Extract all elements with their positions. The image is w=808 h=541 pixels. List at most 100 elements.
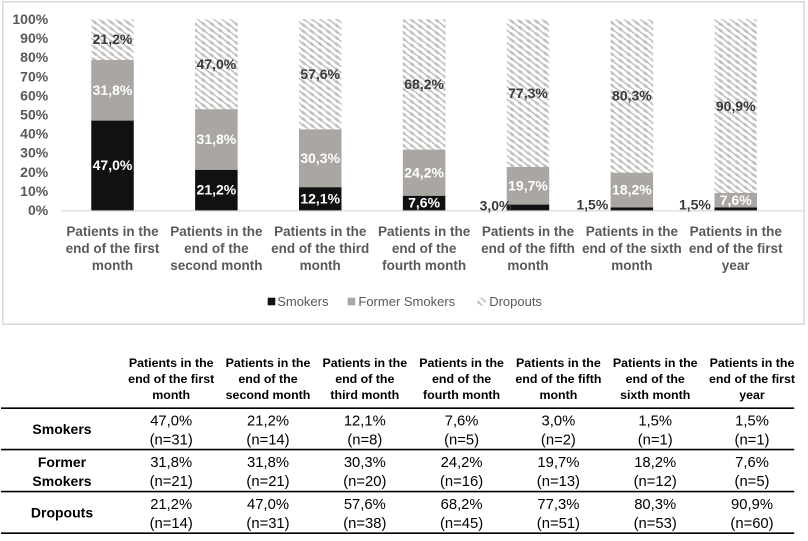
svg-text:68,2%: 68,2% xyxy=(441,497,483,513)
svg-text:47,0%: 47,0% xyxy=(150,413,192,429)
svg-text:(n=53): (n=53) xyxy=(634,516,677,532)
svg-text:end of the: end of the xyxy=(238,372,297,386)
svg-text:end of the sixth: end of the sixth xyxy=(582,241,682,256)
svg-text:second month: second month xyxy=(226,388,311,402)
svg-text:12,1%: 12,1% xyxy=(344,413,386,429)
svg-text:31,8%: 31,8% xyxy=(93,82,133,98)
svg-text:Patients in the: Patients in the xyxy=(482,224,575,239)
svg-text:(n=13): (n=13) xyxy=(537,474,580,490)
svg-text:end of the third: end of the third xyxy=(271,241,369,256)
svg-text:month: month xyxy=(611,258,652,273)
svg-text:7,6%: 7,6% xyxy=(445,413,479,429)
svg-text:24,2%: 24,2% xyxy=(404,164,444,180)
svg-text:month: month xyxy=(300,258,341,273)
svg-text:Smokers: Smokers xyxy=(32,473,91,489)
svg-text:30,3%: 30,3% xyxy=(300,150,340,166)
svg-text:30%: 30% xyxy=(20,145,49,161)
svg-text:1,5%: 1,5% xyxy=(735,413,769,429)
svg-text:Smokers: Smokers xyxy=(277,294,329,309)
svg-text:month: month xyxy=(152,388,190,402)
svg-text:Smokers: Smokers xyxy=(32,421,91,437)
svg-text:end of the first: end of the first xyxy=(66,241,160,256)
svg-text:end of the: end of the xyxy=(184,241,249,256)
svg-text:60%: 60% xyxy=(20,87,49,103)
svg-text:Dropouts: Dropouts xyxy=(31,504,93,520)
svg-text:Patients in the: Patients in the xyxy=(322,356,407,370)
svg-text:100%: 100% xyxy=(12,11,48,27)
svg-text:(n=20): (n=20) xyxy=(343,474,386,490)
svg-text:(n=14): (n=14) xyxy=(246,433,289,449)
svg-text:end of the: end of the xyxy=(626,372,685,386)
svg-text:77,3%: 77,3% xyxy=(537,497,579,513)
svg-text:19,7%: 19,7% xyxy=(508,177,548,193)
svg-text:Patients in the: Patients in the xyxy=(129,356,214,370)
svg-text:Patients in the: Patients in the xyxy=(419,356,504,370)
svg-text:21,2%: 21,2% xyxy=(247,413,289,429)
svg-text:Patients in the: Patients in the xyxy=(274,224,367,239)
svg-text:1,5%: 1,5% xyxy=(638,413,672,429)
svg-text:(n=51): (n=51) xyxy=(537,516,580,532)
svg-text:end of the first: end of the first xyxy=(128,372,214,386)
svg-text:fourth month: fourth month xyxy=(382,258,466,273)
svg-text:(n=60): (n=60) xyxy=(730,516,773,532)
svg-text:31,8%: 31,8% xyxy=(150,455,192,471)
svg-text:3,0%: 3,0% xyxy=(542,413,576,429)
svg-text:3,0%: 3,0% xyxy=(480,198,512,214)
svg-text:fourth month: fourth month xyxy=(423,388,500,402)
svg-text:12,1%: 12,1% xyxy=(300,190,340,206)
svg-text:18,2%: 18,2% xyxy=(634,455,676,471)
svg-text:80,3%: 80,3% xyxy=(612,88,652,104)
svg-text:(n=21): (n=21) xyxy=(246,474,289,490)
svg-text:month: month xyxy=(539,388,577,402)
svg-text:Patients in the: Patients in the xyxy=(378,224,471,239)
svg-text:(n=5): (n=5) xyxy=(444,433,479,449)
svg-text:50%: 50% xyxy=(20,107,49,123)
svg-text:second month: second month xyxy=(170,258,262,273)
svg-text:7,6%: 7,6% xyxy=(735,455,769,471)
svg-text:(n=5): (n=5) xyxy=(735,474,770,490)
svg-text:end of the first: end of the first xyxy=(689,241,783,256)
svg-text:90,9%: 90,9% xyxy=(716,98,756,114)
svg-text:Patients in the: Patients in the xyxy=(226,356,311,370)
svg-text:Patients in the: Patients in the xyxy=(66,224,159,239)
svg-text:80,3%: 80,3% xyxy=(634,497,676,513)
svg-text:1,5%: 1,5% xyxy=(679,197,711,213)
svg-text:(n=38): (n=38) xyxy=(343,516,386,532)
svg-text:80%: 80% xyxy=(20,49,49,65)
svg-text:21,2%: 21,2% xyxy=(150,497,192,513)
svg-text:7,6%: 7,6% xyxy=(720,192,752,208)
svg-text:31,8%: 31,8% xyxy=(197,131,237,147)
svg-text:40%: 40% xyxy=(20,126,49,142)
svg-text:month: month xyxy=(507,258,548,273)
svg-text:21,2%: 21,2% xyxy=(93,31,133,47)
svg-text:end of the: end of the xyxy=(432,372,491,386)
svg-text:third month: third month xyxy=(330,388,399,402)
svg-text:(n=8): (n=8) xyxy=(347,433,382,449)
svg-text:(n=2): (n=2) xyxy=(541,433,576,449)
svg-text:47,0%: 47,0% xyxy=(247,497,289,513)
svg-text:(n=21): (n=21) xyxy=(150,474,193,490)
svg-text:Former: Former xyxy=(38,454,87,470)
svg-text:(n=45): (n=45) xyxy=(440,516,483,532)
svg-text:year: year xyxy=(739,388,765,402)
svg-text:70%: 70% xyxy=(20,68,49,84)
svg-text:(n=1): (n=1) xyxy=(735,433,770,449)
svg-text:21,2%: 21,2% xyxy=(197,182,237,198)
svg-text:Dropouts: Dropouts xyxy=(489,294,542,309)
svg-text:47,0%: 47,0% xyxy=(93,157,133,173)
svg-text:Former Smokers: Former Smokers xyxy=(358,294,455,309)
svg-text:1,5%: 1,5% xyxy=(576,197,608,213)
svg-text:18,2%: 18,2% xyxy=(612,182,652,198)
svg-text:end of the: end of the xyxy=(335,372,394,386)
svg-text:Patients in the: Patients in the xyxy=(710,356,795,370)
svg-text:end of the: end of the xyxy=(392,241,457,256)
svg-text:68,2%: 68,2% xyxy=(404,76,444,92)
svg-text:Patients in the: Patients in the xyxy=(170,224,263,239)
svg-text:(n=14): (n=14) xyxy=(150,516,193,532)
svg-text:57,6%: 57,6% xyxy=(300,66,340,82)
svg-text:31,8%: 31,8% xyxy=(247,455,289,471)
svg-text:end of the fifth: end of the fifth xyxy=(481,241,575,256)
svg-text:57,6%: 57,6% xyxy=(344,497,386,513)
svg-text:month: month xyxy=(92,258,133,273)
svg-text:(n=31): (n=31) xyxy=(246,516,289,532)
